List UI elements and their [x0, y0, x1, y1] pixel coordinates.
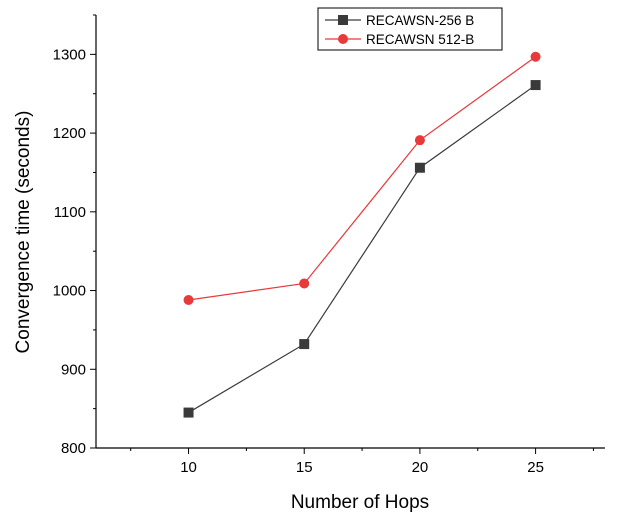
data-point — [183, 294, 194, 305]
x-tick-label: 25 — [527, 459, 544, 476]
x-axis-title: Number of Hops — [291, 492, 429, 513]
legend-entry-1: RECAWSN-256 B — [325, 13, 474, 28]
legend-marker — [338, 34, 348, 44]
series-layer — [183, 51, 541, 418]
data-point — [414, 162, 425, 173]
legend: RECAWSN-256 B RECAWSN 512-B — [317, 7, 503, 51]
legend-label: RECAWSN-256 B — [366, 13, 474, 28]
series-2 — [183, 51, 541, 305]
series-1 — [183, 80, 541, 418]
legend-marker — [338, 15, 348, 25]
data-point — [183, 407, 194, 418]
y-tick-label: 1200 — [53, 125, 86, 142]
y-tick-label: 900 — [61, 361, 86, 378]
x-tick-label: 10 — [180, 459, 197, 476]
series-line — [188, 56, 536, 301]
x-tick-label: 15 — [296, 459, 313, 476]
y-tick-label: 1000 — [53, 283, 86, 300]
y-tick-label: 1100 — [54, 204, 86, 221]
axes — [95, 15, 605, 449]
data-point — [530, 80, 541, 91]
y-tick-label: 800 — [61, 440, 86, 457]
legend-entry-2: RECAWSN 512-B — [325, 32, 474, 47]
series-line — [188, 84, 536, 414]
data-point — [299, 339, 310, 350]
legend-label: RECAWSN 512-B — [366, 32, 474, 47]
data-point — [299, 278, 310, 289]
data-point — [530, 51, 541, 62]
ticks: 800 900 1000 1100 1200 1300 10 15 20 25 — [53, 14, 594, 476]
legend-box — [317, 7, 503, 51]
data-point — [414, 135, 425, 146]
y-tick-label: 1300 — [53, 46, 86, 63]
y-axis-title: Convergence time (seconds) — [13, 111, 34, 354]
x-tick-label: 20 — [412, 459, 429, 476]
